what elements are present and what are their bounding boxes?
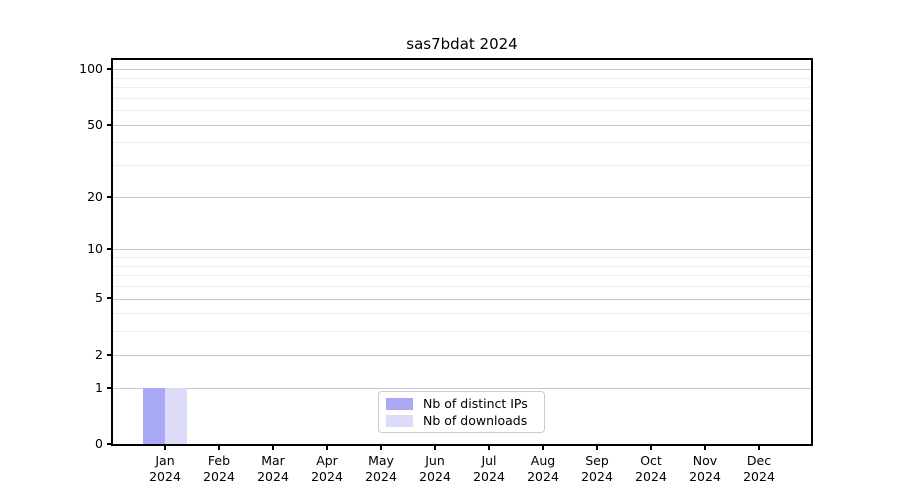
x-tick-month: Nov xyxy=(692,453,718,468)
gridline-minor xyxy=(113,285,811,287)
x-tick-label: Jan 2024 xyxy=(125,453,205,485)
x-tick-year: 2024 xyxy=(743,469,775,484)
gridline-minor xyxy=(113,142,811,144)
x-tick-mark xyxy=(380,445,382,450)
gridline-major xyxy=(113,124,811,126)
x-tick-month: Sep xyxy=(585,453,609,468)
y-tick-label: 100 xyxy=(79,61,103,77)
gridline-minor xyxy=(113,275,811,277)
chart-title: sas7bdat 2024 xyxy=(406,35,518,53)
gridline-minor xyxy=(113,257,811,258)
x-tick-label: Jun 2024 xyxy=(395,453,475,485)
gridline-minor xyxy=(113,331,811,333)
legend: Nb of distinct IPs Nb of downloads xyxy=(378,391,545,433)
gridline-major xyxy=(113,196,811,198)
y-tick-mark xyxy=(107,195,113,198)
y-tick-mark xyxy=(107,386,113,389)
x-tick-month: Oct xyxy=(640,453,662,468)
x-tick-mark xyxy=(488,445,490,450)
y-tick-mark xyxy=(107,443,113,445)
bar-nb-of-downloads xyxy=(165,387,187,444)
legend-label-distinct-ips: Nb of distinct IPs xyxy=(423,396,528,411)
x-tick-label: May 2024 xyxy=(341,453,421,485)
x-tick-mark xyxy=(326,445,328,450)
y-tick-label: 0 xyxy=(95,436,103,451)
x-tick-mark xyxy=(704,445,706,450)
gridline-minor xyxy=(113,77,811,79)
x-tick-month: Dec xyxy=(746,453,772,468)
gridline-major xyxy=(113,387,811,389)
x-tick-year: 2024 xyxy=(473,469,505,484)
x-tick-label: Mar 2024 xyxy=(233,453,313,485)
y-tick-mark xyxy=(107,123,113,126)
y-tick-mark xyxy=(107,68,113,71)
gridline-minor xyxy=(113,265,811,267)
gridline-minor xyxy=(113,110,811,112)
x-tick-year: 2024 xyxy=(689,469,721,484)
x-tick-year: 2024 xyxy=(635,469,667,484)
y-tick-label: 20 xyxy=(87,188,103,204)
x-tick-month: Aug xyxy=(530,453,556,468)
x-tick-year: 2024 xyxy=(581,469,613,484)
x-tick-year: 2024 xyxy=(527,469,559,484)
x-tick-month: Mar xyxy=(261,453,285,468)
x-tick-year: 2024 xyxy=(257,469,289,484)
x-tick-label: Nov 2024 xyxy=(665,453,745,485)
y-tick-mark xyxy=(107,353,113,356)
gridline-minor xyxy=(113,87,811,88)
x-tick-mark xyxy=(218,445,220,450)
x-tick-month: May xyxy=(368,453,394,468)
x-tick-mark xyxy=(542,445,544,450)
legend-item-downloads: Nb of downloads xyxy=(386,413,537,428)
x-tick-label: Dec 2024 xyxy=(719,453,799,485)
x-tick-mark xyxy=(164,445,166,450)
x-tick-year: 2024 xyxy=(149,469,181,484)
plot-area: Nb of distinct IPs Nb of downloads xyxy=(113,60,811,444)
x-tick-year: 2024 xyxy=(203,469,235,484)
x-tick-mark xyxy=(758,445,760,450)
x-tick-label: Sep 2024 xyxy=(557,453,637,485)
y-tick-label: 50 xyxy=(87,116,103,132)
x-tick-mark xyxy=(434,445,436,450)
x-tick-month: Jun xyxy=(425,453,445,468)
x-tick-month: Apr xyxy=(316,453,338,468)
gridline-minor xyxy=(113,313,811,315)
x-tick-month: Jan xyxy=(155,453,175,468)
x-tick-label: Apr 2024 xyxy=(287,453,367,485)
y-tick-label: 5 xyxy=(95,290,103,306)
gridline-major xyxy=(113,298,811,300)
legend-label-downloads: Nb of downloads xyxy=(423,413,528,428)
x-tick-mark xyxy=(272,445,274,450)
gridline-major xyxy=(113,69,811,71)
y-tick-label: 2 xyxy=(95,346,103,362)
x-tick-mark xyxy=(650,445,652,450)
legend-swatch-downloads xyxy=(386,414,413,427)
x-tick-label: Feb 2024 xyxy=(179,453,259,485)
legend-swatch-distinct-ips xyxy=(386,397,413,410)
y-tick-mark xyxy=(107,297,113,300)
gridline-minor xyxy=(113,165,811,167)
x-tick-label: Jul 2024 xyxy=(449,453,529,485)
legend-item-distinct-ips: Nb of distinct IPs xyxy=(386,396,537,411)
x-tick-label: Aug 2024 xyxy=(503,453,583,485)
gridline-major xyxy=(113,354,811,356)
y-tick-label: 1 xyxy=(95,379,103,395)
y-tick-label: 10 xyxy=(87,241,103,257)
gridline-major xyxy=(113,249,811,251)
x-tick-year: 2024 xyxy=(311,469,343,484)
x-tick-year: 2024 xyxy=(365,469,397,484)
bar-nb-of-distinct-ips xyxy=(143,387,165,444)
gridline-minor xyxy=(113,97,811,99)
x-tick-mark xyxy=(596,445,598,450)
x-tick-month: Feb xyxy=(207,453,231,468)
x-tick-month: Jul xyxy=(481,453,497,468)
x-tick-label: Oct 2024 xyxy=(611,453,691,485)
y-tick-mark xyxy=(107,248,113,251)
x-tick-year: 2024 xyxy=(419,469,451,484)
